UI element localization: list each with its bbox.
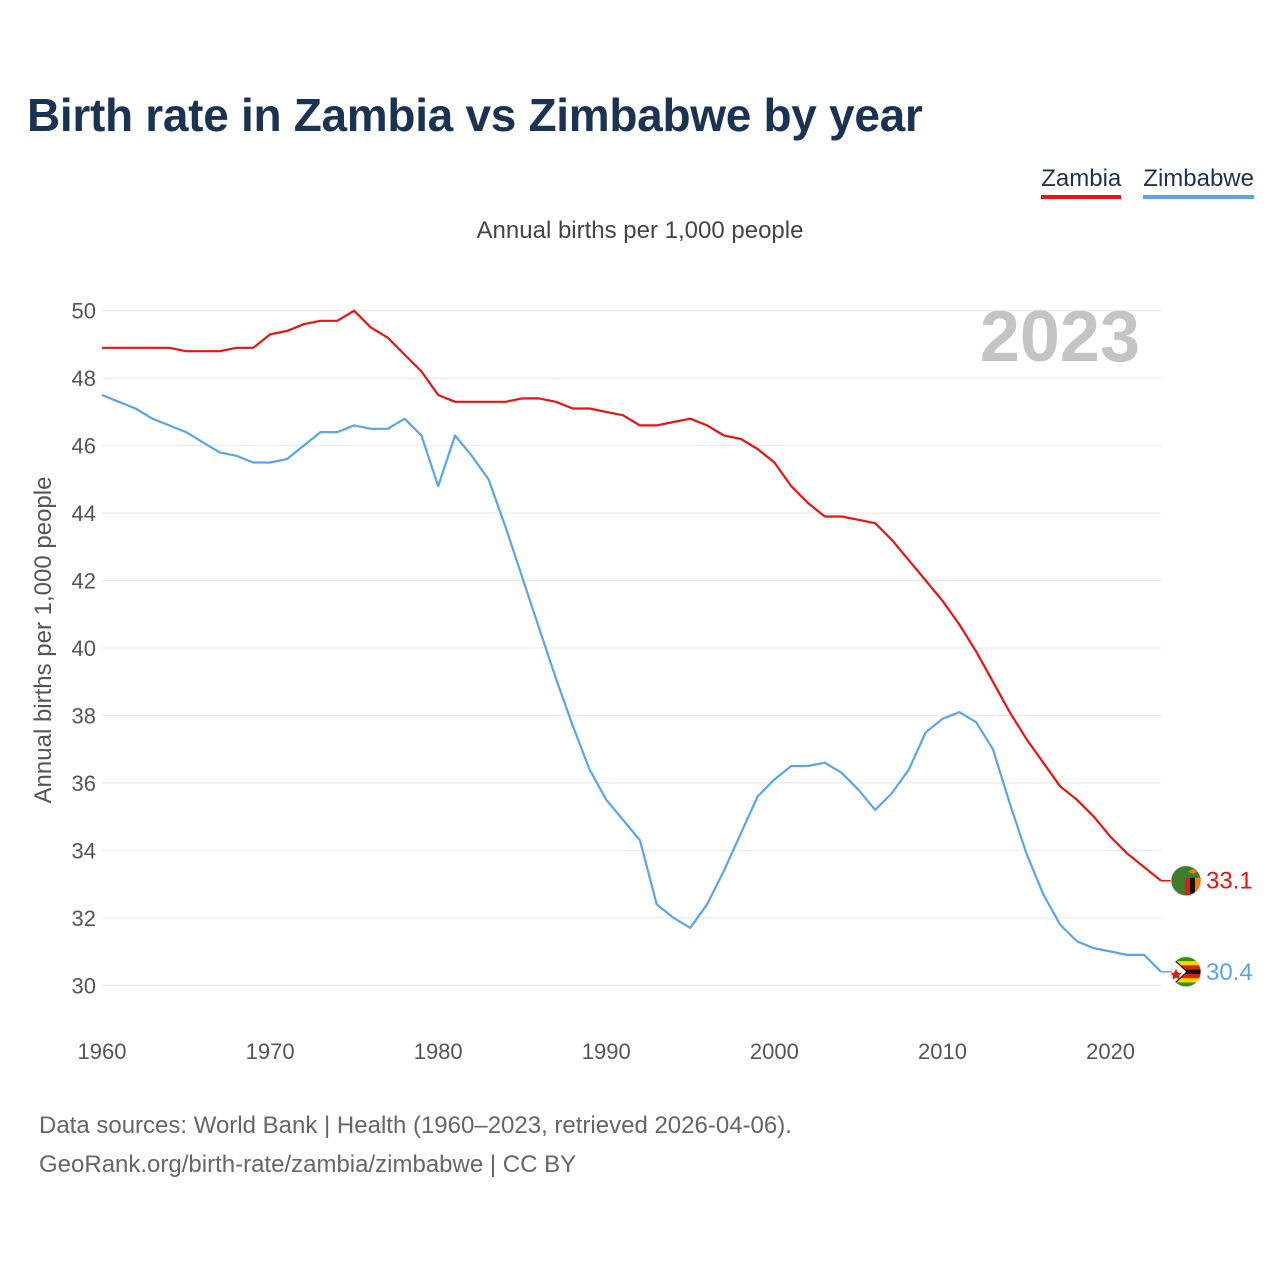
footer: Data sources: World Bank | Health (1960–…: [39, 1106, 792, 1184]
x-tick-label: 2000: [750, 1039, 799, 1064]
x-axis-ticks: 1960 1970 1980 1990 2000 2010 2020: [78, 1039, 1136, 1064]
series-lines: [101, 309, 1162, 973]
chart-subtitle: Annual births per 1,000 people: [476, 217, 804, 244]
footer-url[interactable]: GeoRank.org/birth-rate/zambia/zimbabwe |…: [39, 1151, 577, 1178]
year-watermark: 2023: [980, 297, 1140, 377]
y-tick-label: 32: [72, 906, 96, 931]
flag-zambia-icon: [1171, 865, 1201, 896]
x-tick-label: 2010: [918, 1039, 967, 1064]
y-axis-label: Annual births per 1,000 people: [30, 477, 57, 804]
series-line-zambia[interactable]: [102, 309, 1162, 882]
y-tick-label: 36: [72, 771, 96, 796]
legend: Zambia Zimbabwe: [1041, 165, 1254, 199]
y-tick-label: 46: [72, 434, 96, 459]
y-axis-ticks: 30 32 34 36 38 40 42 44 46 48 50: [72, 299, 96, 999]
gridlines: [102, 310, 1161, 986]
x-tick-label: 1960: [78, 1039, 127, 1064]
y-tick-label: 40: [72, 636, 96, 661]
chart-title: Birth rate in Zambia vs Zimbabwe by year: [27, 89, 923, 141]
flag-zimbabwe-icon: [1171, 956, 1201, 987]
series-line-zimbabwe[interactable]: [101, 393, 1162, 973]
x-tick-label: 1970: [246, 1039, 295, 1064]
legend-item-zambia[interactable]: Zambia: [1041, 165, 1122, 199]
end-value-label-zimbabwe: 30.4: [1206, 959, 1253, 986]
y-tick-label: 50: [72, 299, 96, 324]
y-tick-label: 38: [72, 703, 96, 728]
y-tick-label: 34: [72, 838, 96, 863]
end-markers: 33.1 30.4: [1161, 865, 1253, 988]
x-tick-label: 2020: [1086, 1039, 1135, 1064]
end-value-label-zambia: 33.1: [1206, 868, 1253, 895]
footer-sources: Data sources: World Bank | Health (1960–…: [39, 1112, 792, 1139]
y-tick-label: 48: [72, 366, 96, 391]
x-tick-label: 1990: [582, 1039, 631, 1064]
y-tick-label: 44: [72, 501, 96, 526]
y-tick-label: 42: [72, 569, 96, 594]
line-chart: 30 32 34 36 38 40 42 44 46 48 50 1960 1970 1980 1990 2…: [30, 297, 1253, 1064]
y-tick-label: 30: [72, 973, 96, 998]
legend-item-zimbabwe[interactable]: Zimbabwe: [1143, 165, 1254, 199]
x-tick-label: 1980: [414, 1039, 463, 1064]
